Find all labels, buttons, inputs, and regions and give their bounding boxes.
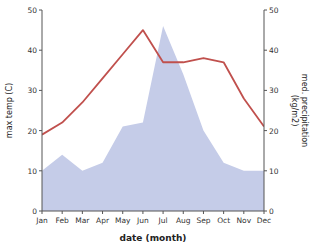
y2-tick	[264, 130, 267, 131]
y2-tick	[264, 50, 267, 51]
plot-area	[42, 26, 264, 211]
y-tick-label: 40	[27, 46, 37, 55]
y-tick	[39, 10, 42, 11]
x-axis-line	[42, 211, 264, 212]
x-tick-label: Jul	[158, 216, 168, 225]
y2-tick	[264, 10, 267, 11]
y-tick	[39, 130, 42, 131]
y2-axis-label-line: (kg/m2)	[290, 95, 299, 127]
x-tick	[142, 211, 143, 214]
x-tick-label: Dec	[257, 216, 272, 225]
x-tick-label: May	[115, 216, 131, 225]
y2-tick-label: 30	[269, 86, 279, 95]
x-tick	[163, 211, 164, 214]
x-tick-label: Jan	[35, 216, 48, 225]
x-tick-label: Sep	[196, 216, 210, 225]
y2-axis-label: med. precipitation(kg/m2)	[290, 74, 309, 147]
x-tick	[243, 211, 244, 214]
x-tick-label: Apr	[96, 216, 110, 225]
y-tick-label: 20	[27, 127, 37, 136]
y2-tick	[264, 211, 267, 212]
y-axis-line	[42, 10, 43, 211]
x-tick	[122, 211, 123, 214]
precipitation-area	[42, 26, 264, 211]
y-tick-label: 50	[27, 6, 37, 15]
y-tick	[39, 50, 42, 51]
y-tick	[39, 90, 42, 91]
y2-tick	[264, 170, 267, 171]
x-tick-label: Aug	[176, 216, 191, 225]
x-tick	[203, 211, 204, 214]
y2-axis-label-line: med. precipitation	[300, 74, 309, 147]
y2-tick	[264, 90, 267, 91]
y-tick	[39, 211, 42, 212]
x-axis-label: date (month)	[120, 233, 187, 243]
x-tick-label: Oct	[217, 216, 230, 225]
x-tick-label: Mar	[75, 216, 90, 225]
x-tick	[62, 211, 63, 214]
y2-tick-label: 0	[269, 207, 274, 216]
x-tick	[102, 211, 103, 214]
y2-axis-line	[264, 10, 265, 211]
x-tick	[223, 211, 224, 214]
y2-tick-label: 10	[269, 167, 279, 176]
x-tick-label: Jun	[136, 216, 149, 225]
y-tick	[39, 170, 42, 171]
x-tick-label: Nov	[236, 216, 251, 225]
y-tick-label: 10	[27, 167, 37, 176]
x-tick-label: Feb	[56, 216, 70, 225]
y-tick-label: 30	[27, 86, 37, 95]
chart: JanFebMarAprMayJunJulAugSepOctNovDec0102…	[0, 0, 318, 247]
x-tick	[82, 211, 83, 214]
y2-tick-label: 40	[269, 46, 279, 55]
temperature-line	[42, 30, 264, 135]
y-tick-label: 0	[32, 207, 37, 216]
y2-tick-label: 20	[269, 127, 279, 136]
chart-container: JanFebMarAprMayJunJulAugSepOctNovDec0102…	[0, 0, 318, 247]
y-axis-label: max temp (C)	[5, 83, 14, 138]
x-tick	[183, 211, 184, 214]
y2-tick-label: 50	[269, 6, 279, 15]
